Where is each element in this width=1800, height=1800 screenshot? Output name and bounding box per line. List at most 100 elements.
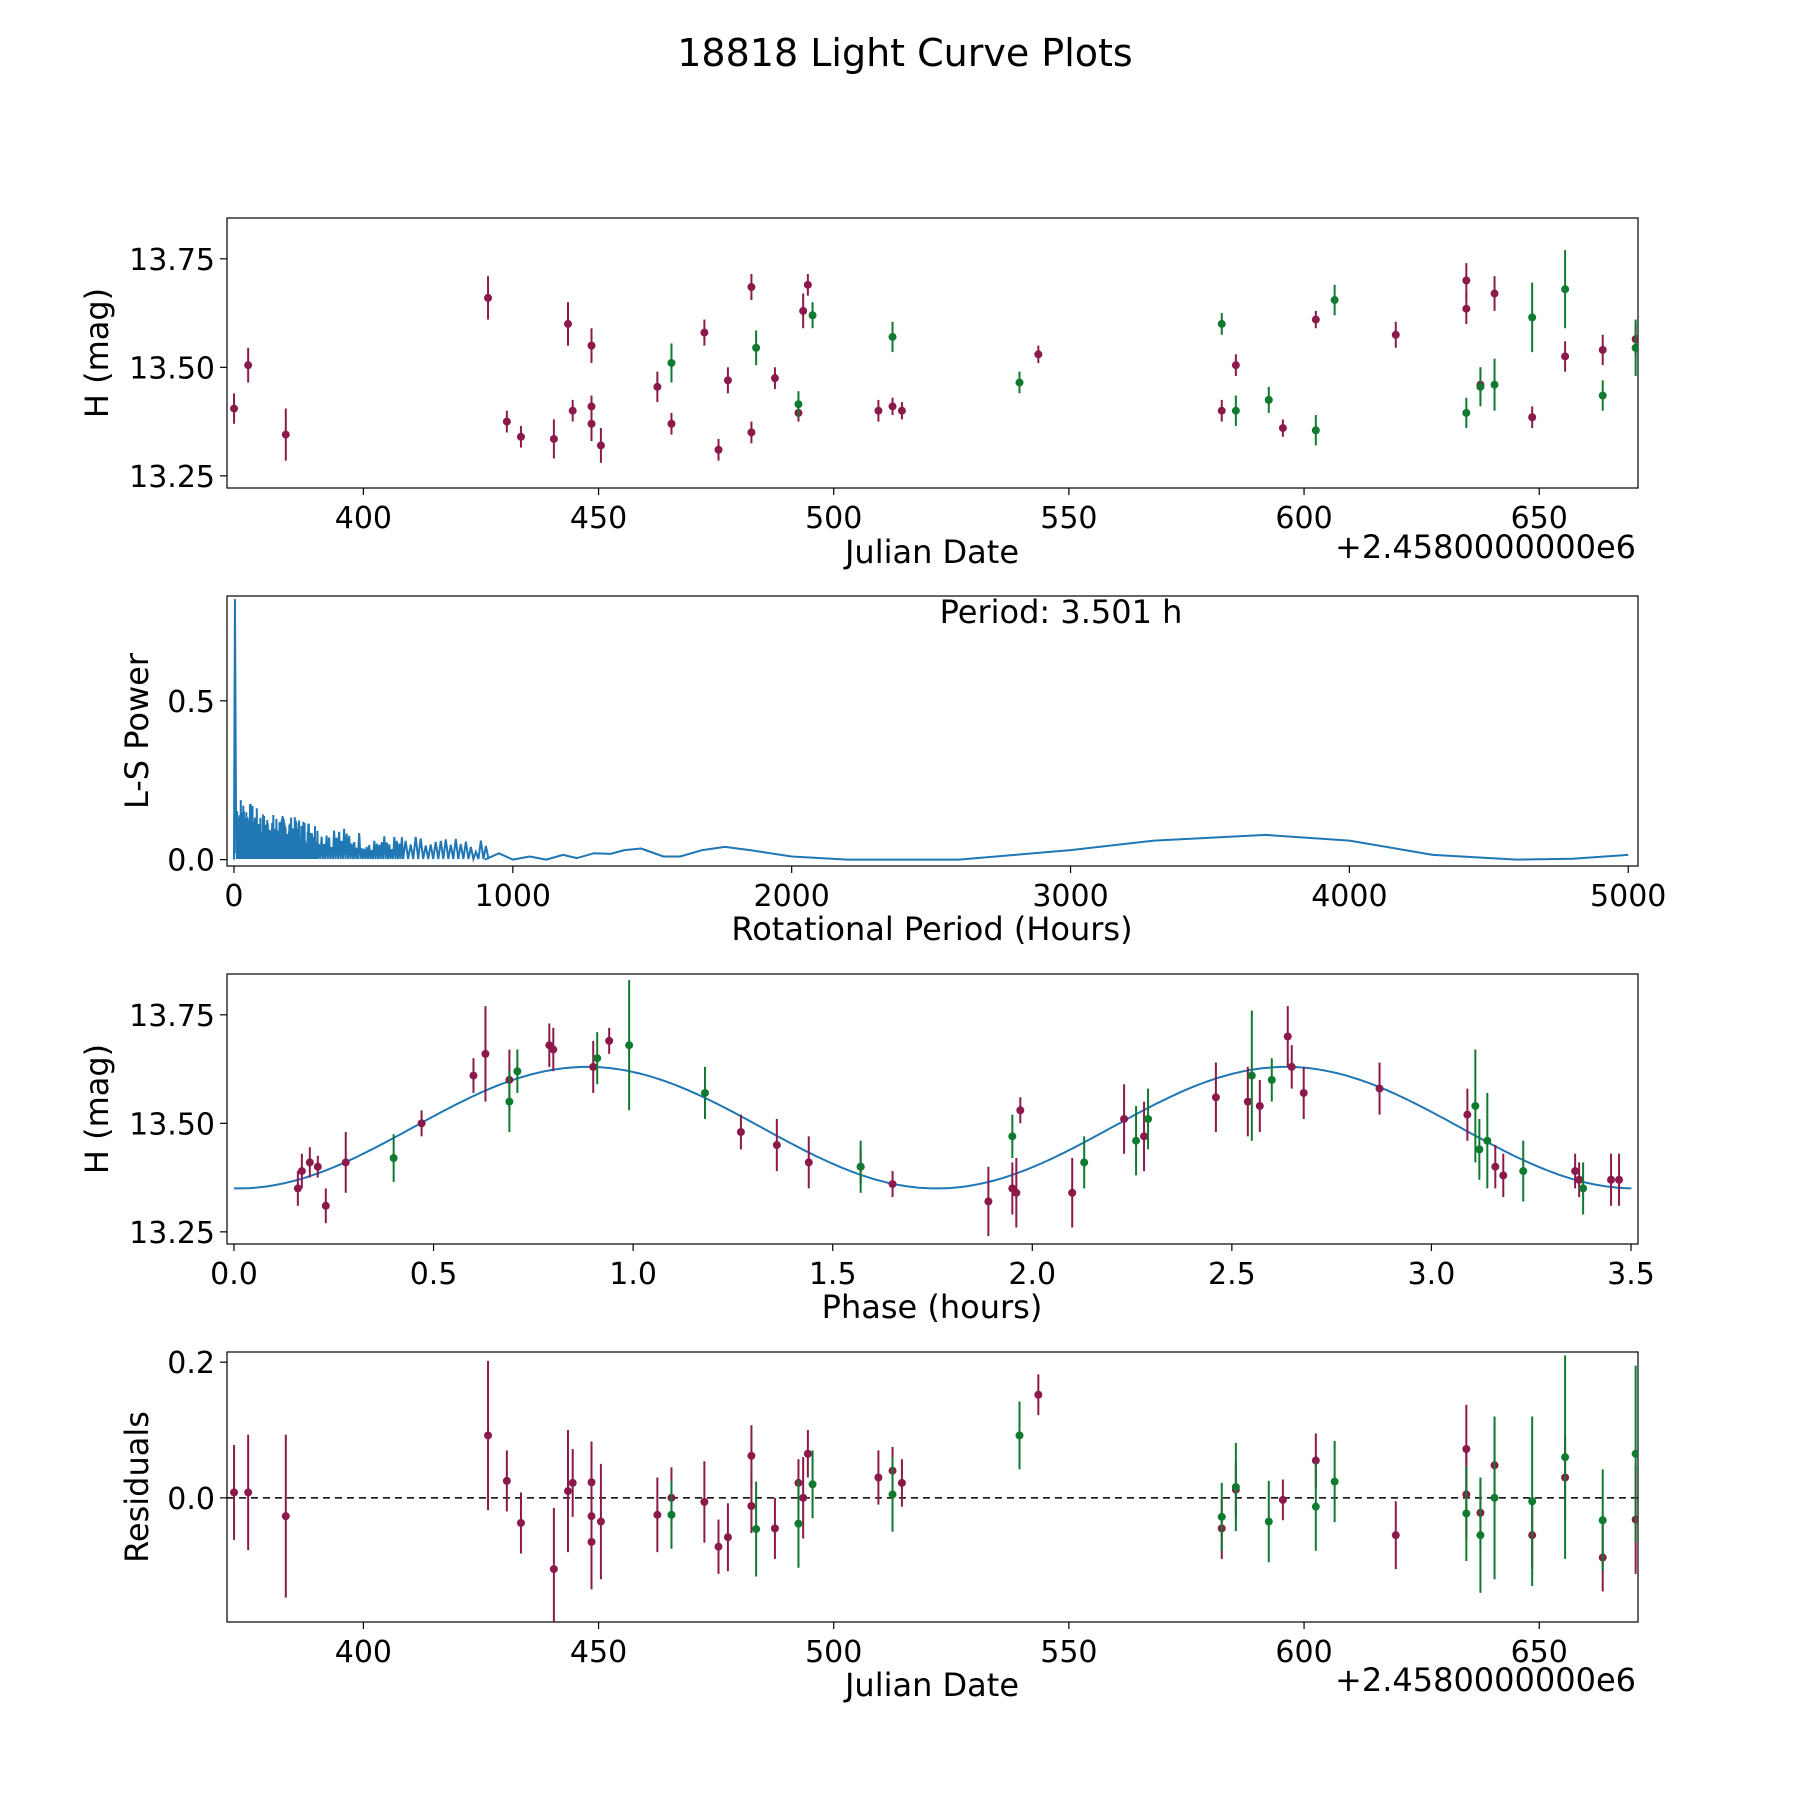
data-point	[1491, 1162, 1500, 1171]
data-point	[281, 1512, 290, 1521]
x-tick-label: 400	[335, 501, 392, 536]
y-tick-label: 13.50	[129, 1107, 215, 1142]
y-tick-label: 13.50	[129, 351, 215, 386]
data-point	[1598, 345, 1607, 354]
data-point	[513, 1067, 522, 1076]
data-point	[723, 376, 732, 385]
data-point	[1462, 304, 1471, 313]
y-tick-label: 0.2	[167, 1346, 215, 1381]
data-point	[593, 1054, 602, 1063]
data-point	[484, 293, 493, 302]
data-point	[313, 1162, 322, 1171]
data-point	[1475, 1145, 1484, 1154]
data-point	[587, 419, 596, 428]
data-point	[1144, 1114, 1153, 1123]
panel-phased-frame	[226, 973, 1639, 1245]
data-point	[1462, 1509, 1471, 1518]
data-point	[1068, 1188, 1077, 1197]
data-point	[1490, 289, 1499, 298]
x-tick-label: 1000	[475, 879, 551, 914]
x-tick-label: 2000	[753, 879, 829, 914]
x-tick-label: 0.5	[410, 1257, 458, 1292]
data-point	[587, 1478, 596, 1487]
data-point	[1330, 1477, 1339, 1486]
data-point	[714, 445, 723, 454]
data-point	[1571, 1167, 1580, 1176]
data-point	[1278, 424, 1287, 433]
y-tick-labels: 0.0 0.5	[167, 685, 227, 879]
data-point	[417, 1119, 426, 1128]
data-point	[1140, 1132, 1149, 1141]
data-point	[747, 1451, 756, 1460]
data-point	[1267, 1075, 1276, 1084]
y-axis-label: Residuals	[118, 1411, 156, 1563]
data-point	[799, 306, 808, 315]
data-point	[549, 434, 558, 443]
data-point	[770, 374, 779, 383]
data-points	[227, 1355, 1638, 1622]
data-point	[803, 1449, 812, 1458]
y-axis-label: H (mag)	[78, 288, 116, 418]
y-tick-labels: 13.25 13.50 13.75	[129, 243, 227, 495]
data-point	[1012, 1188, 1021, 1197]
data-point	[1255, 1101, 1264, 1110]
data-point	[1631, 1449, 1638, 1458]
data-point	[484, 1431, 493, 1440]
data-point	[1311, 1502, 1320, 1511]
x-tick-label: 1.0	[609, 1257, 657, 1292]
data-point	[1391, 330, 1400, 339]
data-point	[549, 1565, 558, 1574]
x-tick-label: 3.5	[1607, 1257, 1655, 1292]
panel-light-curve-frame	[226, 217, 1639, 489]
data-point	[714, 1542, 723, 1551]
x-axis-label: Phase (hours)	[822, 1288, 1043, 1326]
data-point	[752, 343, 761, 352]
data-point	[1528, 1497, 1537, 1506]
data-point	[1243, 1097, 1252, 1106]
data-point	[389, 1154, 398, 1163]
data-point	[897, 1478, 906, 1487]
data-point	[244, 361, 253, 370]
x-tick-labels: 0.0 0.5 1.0 1.5 2.0 2.5 3.0 3.5	[210, 1244, 1655, 1292]
data-point	[1615, 1175, 1624, 1184]
data-point	[587, 1537, 596, 1546]
x-tick-label: 1.5	[809, 1257, 857, 1292]
data-point	[563, 1487, 572, 1496]
data-point	[1483, 1136, 1492, 1145]
x-tick-labels: 400 450 500 550 600 650	[335, 1622, 1568, 1670]
data-point	[1034, 350, 1043, 359]
period-annotation: Period: 3.501 h	[940, 593, 1183, 631]
x-tick-label: 0	[224, 879, 243, 914]
data-point	[1490, 380, 1499, 389]
y-tick-label: 0.0	[167, 844, 215, 879]
data-point	[297, 1167, 306, 1176]
data-point	[1283, 1032, 1292, 1041]
data-point	[568, 406, 577, 415]
power-curve	[232, 599, 1629, 863]
data-point	[481, 1049, 490, 1058]
data-point	[516, 432, 525, 441]
data-point	[1264, 395, 1273, 404]
data-point	[897, 406, 906, 415]
data-point	[1217, 1512, 1226, 1521]
data-point	[1311, 1456, 1320, 1465]
x-tick-label: 0.0	[210, 1257, 258, 1292]
panel-periodogram-frame	[226, 595, 1639, 867]
y-tick-labels: 13.25 13.50 13.75	[129, 999, 227, 1251]
data-point	[230, 1488, 239, 1497]
x-axis-label: Rotational Period (Hours)	[731, 910, 1132, 948]
data-point	[469, 1071, 478, 1080]
data-point	[770, 1524, 779, 1533]
data-point	[1598, 1516, 1607, 1525]
data-point	[723, 1533, 732, 1542]
x-tick-label: 3.0	[1408, 1257, 1456, 1292]
x-tick-label: 500	[805, 1635, 862, 1670]
y-tick-label: 13.25	[129, 460, 215, 495]
data-point	[1579, 1184, 1588, 1193]
data-point	[747, 1501, 756, 1510]
data-point	[281, 430, 290, 439]
data-point	[1561, 352, 1570, 361]
x-axis-label: Julian Date	[843, 533, 1019, 571]
data-point	[625, 1041, 634, 1050]
